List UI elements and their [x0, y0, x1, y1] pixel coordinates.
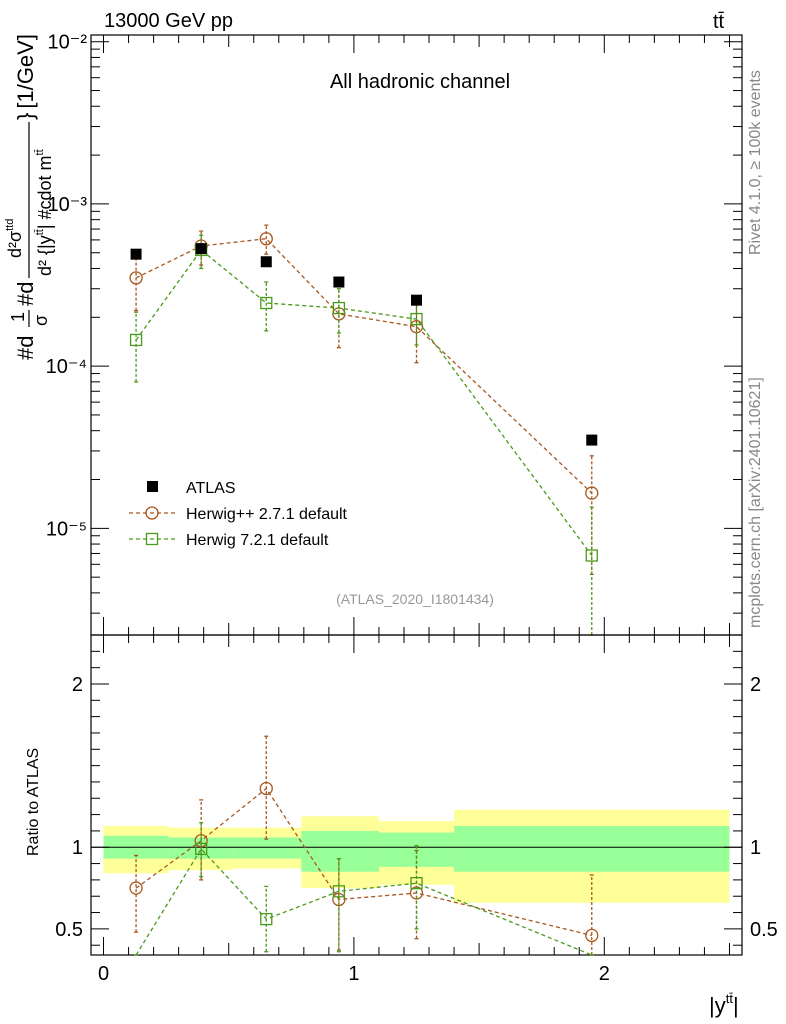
main-y-tick-label: 10⁻⁴	[46, 356, 87, 378]
rivet-label: Rivet 4.1.0, ≥ 100k events	[747, 70, 764, 255]
ratio-band-green-5	[454, 826, 730, 872]
main-point-herwig-2-7-1-default	[259, 232, 273, 246]
main-point-herwig-7-2-1-default	[260, 296, 273, 310]
ratio-point-herwig-7-2-1-default	[332, 885, 346, 898]
ylabel-frac2-den: d² {|y	[35, 235, 55, 276]
ratio-plot-frame	[90, 634, 743, 956]
legend-label-herwigpp: Herwig++ 2.7.1 default	[186, 506, 348, 523]
ylabel-frac1-num: 1	[8, 312, 28, 322]
main-point-herwig-7-2-1-default	[410, 312, 423, 326]
ratio-y-axis-label: Ratio to ATLAS	[25, 748, 42, 856]
main-line-herwig-2-7-1-default	[135, 238, 593, 494]
ratio-point-herwig-7-2-1-default	[410, 877, 423, 890]
main-y-tick-label: 10⁻³	[48, 194, 88, 216]
x-tick-label: 1	[348, 963, 359, 985]
legend-marker-herwigpp	[145, 506, 159, 520]
main-point-atlas	[333, 276, 345, 288]
svg-text:}[1/GeV]: } [1/GeV]	[13, 34, 38, 120]
ratio-point-herwig-7-2-1-default	[195, 842, 208, 856]
legend-marker-herwig7	[145, 532, 159, 546]
ratio-band-green-2	[233, 837, 302, 859]
main-point-atlas	[195, 243, 207, 255]
main-point-atlas	[130, 248, 142, 260]
chart-title: All hadronic channel	[330, 71, 510, 93]
ylabel-frac2-den-tail: | #cdot m	[35, 155, 55, 229]
legend-label-herwig7: Herwig 7.2.1 default	[186, 532, 329, 549]
main-point-herwig-7-2-1-default	[585, 549, 598, 562]
ratio-band-green-3	[301, 830, 379, 872]
ratio-y-tick-label-right: 0.5	[750, 919, 778, 941]
legend-label-atlas: ATLAS	[186, 480, 236, 497]
ratio-line-herwig-7-2-1-default	[135, 847, 593, 956]
ylabel-close: }	[13, 113, 38, 120]
xlabel-base: |y	[709, 993, 726, 1018]
main-line-herwig-7-2-1-default	[135, 249, 593, 556]
main-point-herwig-7-2-1-default	[332, 301, 346, 315]
ratio-point-herwig-2-7-1-default	[585, 928, 599, 943]
main-point-atlas	[260, 256, 272, 268]
ratio-point-herwig-2-7-1-default	[259, 781, 273, 796]
main-y-tick-label: 10⁻²	[48, 32, 88, 54]
ylabel-mid: #d	[13, 282, 38, 306]
ylabel-frac2-num-sup: ttd	[4, 219, 16, 231]
main-plot-panel: 10⁻⁵ 10⁻⁴ 10⁻³ 10⁻²	[46, 32, 743, 636]
ylabel-units: [1/GeV]	[13, 34, 38, 109]
ratio-y-tick-label-right: 1	[750, 837, 761, 859]
ratio-plot-panel: 0 1 2 0.5 0.5 1 1 2 2	[55, 634, 778, 985]
x-axis-label: |ytt̄|	[709, 991, 739, 1018]
main-point-herwig-2-7-1-default	[129, 271, 143, 285]
svg-text:#d: #d	[13, 336, 38, 360]
x-tick-label: 0	[98, 963, 109, 985]
analysis-id: (ATLAS_2020_I1801434)	[336, 591, 494, 607]
main-point-atlas	[586, 434, 598, 446]
legend: ATLAS Herwig++ 2.7.1 default Herwig 7.2.…	[129, 480, 348, 549]
svg-text:d² {|ytt̄| #cdot mtt̄: d² {|ytt̄| #cdot mtt̄	[34, 149, 55, 276]
xlabel-sup: tt̄	[726, 991, 734, 1006]
ratio-y-tick-label: 0.5	[55, 919, 83, 941]
ratio-y-tick-label: 2	[72, 674, 83, 696]
main-point-atlas	[411, 294, 422, 306]
process-label: tt̄	[713, 11, 725, 33]
legend-marker-atlas	[147, 481, 158, 492]
xlabel-close: |	[733, 993, 739, 1018]
mcplots-label: mcplots.cern.ch [arXiv:2401.10621]	[747, 377, 764, 628]
ylabel-frac2-den-sup: tt̄	[34, 229, 46, 235]
svg-text:d²σttd: d²σttd	[4, 219, 25, 258]
ratio-y-tick-label-right: 2	[750, 674, 761, 696]
main-point-herwig-2-7-1-default	[585, 486, 599, 500]
main-point-herwig-7-2-1-default	[129, 333, 143, 347]
ylabel-d1: #d	[13, 336, 38, 360]
ylabel-frac2-den-sup2: tt̄	[34, 149, 46, 155]
energy-label: 13000 GeV pp	[104, 10, 233, 32]
x-tick-label: 2	[599, 963, 610, 985]
ratio-point-herwig-2-7-1-default	[129, 881, 143, 895]
main-y-tick-label: 10⁻⁵	[46, 518, 87, 540]
ylabel-frac2-num: d²σ	[5, 231, 25, 258]
ylabel-frac1-den: σ	[31, 315, 51, 326]
ratio-y-tick-label: 1	[72, 837, 83, 859]
main-y-axis-label: #d 1 σ #d d²σttd d² {|ytt̄| #cdot mtt̄ }…	[4, 34, 55, 360]
ratio-point-herwig-7-2-1-default	[260, 912, 273, 926]
